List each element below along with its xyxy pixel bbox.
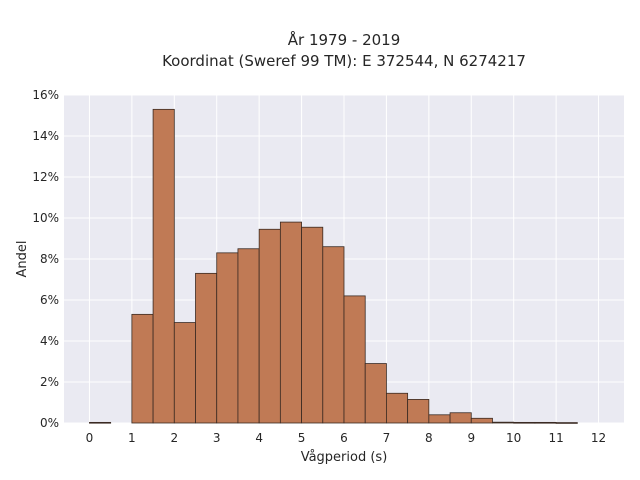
histogram-bar	[195, 272, 218, 424]
y-axis-label: Andel	[15, 241, 30, 278]
histogram-bar	[386, 392, 409, 424]
bars	[89, 108, 578, 424]
y-tick-label: 0%	[40, 416, 59, 430]
y-tick-label: 8%	[40, 252, 59, 266]
histogram-bar	[258, 228, 281, 424]
x-axis-label: Vågperiod (s)	[301, 450, 388, 465]
histogram-bar	[449, 412, 472, 424]
histogram-bar	[89, 421, 112, 424]
x-tick-label: 5	[298, 431, 306, 445]
y-tick-label: 2%	[40, 375, 59, 389]
histogram-bar	[216, 252, 239, 424]
histogram-bar	[364, 363, 387, 424]
histogram-bar	[492, 421, 515, 424]
histogram-bar	[534, 421, 557, 424]
histogram-bar	[513, 421, 536, 424]
histogram-bar	[555, 422, 578, 424]
histogram-bar	[470, 417, 493, 424]
histogram-bar	[237, 248, 260, 424]
histogram-bar	[173, 322, 196, 424]
x-tick-label: 0	[86, 431, 94, 445]
y-tick-label: 16%	[32, 88, 59, 102]
histogram-bar	[279, 221, 302, 424]
chart-title-line-2: Koordinat (Sweref 99 TM): E 372544, N 62…	[162, 52, 526, 70]
x-tick-label: 2	[170, 431, 178, 445]
y-tick-label: 14%	[32, 129, 59, 143]
x-tick-label: 12	[591, 431, 606, 445]
histogram-bar	[407, 399, 430, 424]
x-tick-label: 8	[425, 431, 433, 445]
x-tick-label: 4	[255, 431, 263, 445]
histogram-bar	[152, 108, 175, 424]
histogram-bar	[301, 226, 324, 424]
y-tick-label: 12%	[32, 170, 59, 184]
y-tick-label: 6%	[40, 293, 59, 307]
x-tick-label: 1	[128, 431, 136, 445]
histogram-bar	[131, 313, 154, 424]
x-tick-label: 10	[506, 431, 521, 445]
histogram-bar	[343, 295, 366, 424]
x-tick-label: 6	[340, 431, 348, 445]
y-tick-label: 10%	[32, 211, 59, 225]
y-tick-labels: 0% 2% 4% 6% 8% 10% 12% 14% 16%	[32, 88, 59, 430]
histogram-bar	[322, 246, 345, 424]
x-tick-label: 3	[213, 431, 221, 445]
y-tick-label: 4%	[40, 334, 59, 348]
x-tick-label: 9	[467, 431, 475, 445]
histogram-bar	[428, 414, 451, 424]
chart-title-line-1: År 1979 - 2019	[288, 30, 401, 49]
x-tick-label: 11	[548, 431, 563, 445]
x-tick-labels: 0 1 2 3 4 5 6 7 8 9 10 11 12	[86, 431, 607, 445]
x-tick-label: 7	[383, 431, 391, 445]
